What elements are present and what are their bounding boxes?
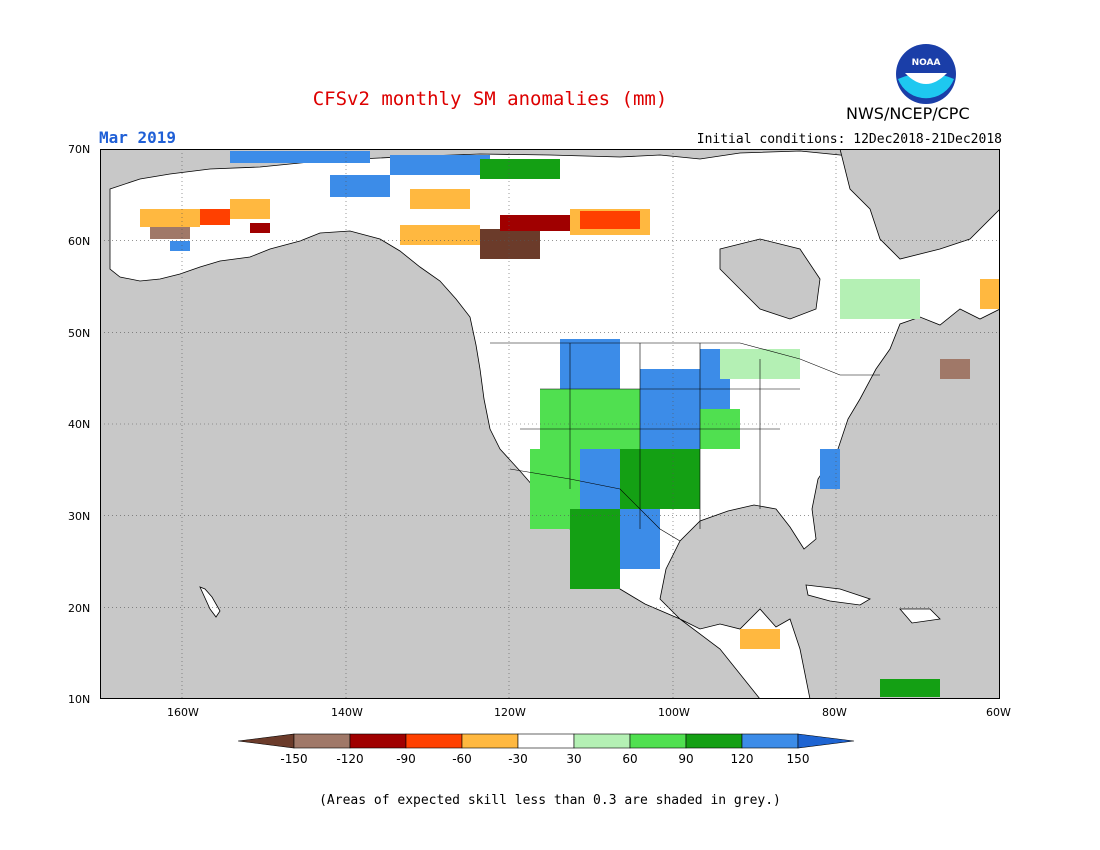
legend-labels: -150 -120 -90 -60 -30 30 60 90 120 150 — [280, 752, 809, 766]
political-boundaries — [490, 342, 880, 542]
chart-title: CFSv2 monthly SM anomalies (mm) — [312, 88, 668, 110]
lon-label: 100W — [658, 706, 690, 719]
legend-tick-label: -30 — [508, 752, 528, 766]
us-mexico-border — [509, 468, 681, 542]
footnote: (Areas of expected skill less than 0.3 a… — [319, 793, 781, 808]
lat-label: 10N — [68, 693, 91, 706]
legend-arrow-right — [797, 733, 855, 749]
legend-tick-label: 150 — [787, 752, 810, 766]
valid-month-label: Mar 2019 — [99, 128, 177, 147]
lat-label: 60N — [68, 235, 91, 248]
lon-label: 140W — [331, 706, 363, 719]
lon-label: 160W — [167, 706, 199, 719]
legend-swatch — [741, 733, 799, 749]
lat-label: 20N — [68, 602, 91, 615]
lat-label: 30N — [68, 510, 91, 523]
legend-tick-label: 60 — [622, 752, 637, 766]
hispaniola-land — [899, 608, 941, 624]
legend-swatch — [685, 733, 743, 749]
legend-swatches — [238, 733, 855, 749]
lat-label: 50N — [68, 327, 91, 340]
legend-swatch — [405, 733, 463, 749]
lat-label: 70N — [68, 143, 91, 156]
legend-swatch — [461, 733, 519, 749]
lon-label: 120W — [494, 706, 526, 719]
legend-swatch — [573, 733, 631, 749]
lon-label: 60W — [986, 706, 1011, 719]
legend-tick-label: -150 — [280, 752, 307, 766]
us-canada-border — [490, 342, 880, 376]
noaa-logo-icon: NOAA — [896, 44, 956, 104]
legend-swatch — [293, 733, 351, 749]
initial-conditions-label: Initial conditions: 12Dec2018-21Dec2018 — [696, 132, 1002, 147]
legend-tick-label: -120 — [336, 752, 363, 766]
legend-tick-label: -90 — [396, 752, 416, 766]
agency-label: NWS/NCEP/CPC — [846, 104, 970, 123]
map-frame — [100, 149, 1000, 699]
legend-arrow-left — [238, 733, 295, 749]
legend-tick-label: -60 — [452, 752, 472, 766]
legend-tick-label: 90 — [678, 752, 693, 766]
soil-moisture-anomaly-map — [100, 149, 1000, 699]
greenland-land — [839, 149, 1000, 260]
legend-swatch — [349, 733, 407, 749]
logo-text: NOAA — [912, 58, 941, 68]
lon-label: 80W — [822, 706, 847, 719]
legend-swatch — [517, 733, 575, 749]
legend-tick-label: 30 — [566, 752, 581, 766]
hudson-bay — [719, 238, 821, 320]
lat-label: 40N — [68, 418, 91, 431]
legend-swatch — [629, 733, 687, 749]
legend-tick-label: 120 — [731, 752, 754, 766]
color-legend: -150 -120 -90 -60 -30 30 60 90 120 150 — [238, 733, 855, 766]
hawaii-land — [199, 586, 221, 618]
state-lines — [520, 343, 800, 529]
cuba-land — [805, 584, 871, 606]
